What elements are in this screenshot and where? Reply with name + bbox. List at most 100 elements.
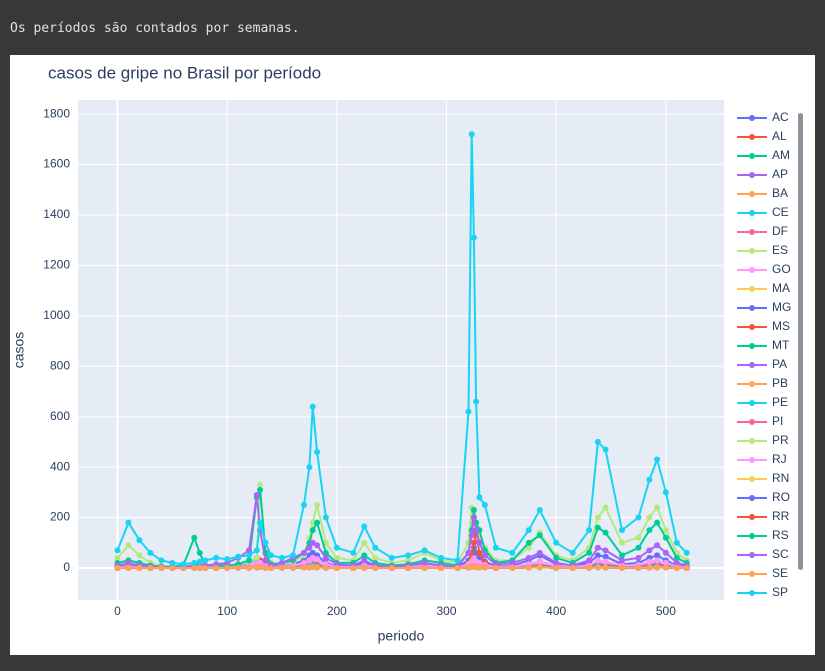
legend-label: PB bbox=[772, 376, 788, 390]
data-point bbox=[476, 549, 483, 556]
legend-item[interactable]: RR bbox=[737, 509, 790, 523]
legend-item[interactable]: PR bbox=[737, 433, 789, 447]
legend-swatch-marker bbox=[749, 438, 755, 444]
data-point bbox=[602, 564, 609, 571]
legend-item[interactable]: CE bbox=[737, 205, 789, 219]
data-point bbox=[553, 559, 560, 566]
data-point bbox=[468, 532, 475, 539]
legend-item[interactable]: MT bbox=[737, 338, 790, 352]
legend-item[interactable]: MS bbox=[737, 319, 790, 333]
data-point bbox=[673, 559, 680, 566]
legend-item[interactable]: DF bbox=[737, 224, 788, 238]
data-point bbox=[246, 557, 253, 564]
x-tick-label: 300 bbox=[437, 604, 457, 618]
data-point bbox=[646, 547, 653, 554]
data-point bbox=[309, 527, 316, 534]
data-point bbox=[465, 549, 472, 556]
data-point bbox=[509, 564, 516, 571]
data-point bbox=[114, 564, 121, 571]
data-point bbox=[253, 554, 260, 561]
legend-scrollbar[interactable] bbox=[798, 113, 803, 570]
legend-item[interactable]: RJ bbox=[737, 452, 787, 466]
data-point bbox=[646, 564, 653, 571]
legend-item[interactable]: RN bbox=[737, 471, 789, 485]
y-tick-label: 1400 bbox=[43, 207, 70, 221]
legend-swatch-marker bbox=[749, 115, 755, 121]
legend-item[interactable]: MA bbox=[737, 281, 790, 295]
data-point bbox=[309, 539, 316, 546]
data-point bbox=[257, 481, 264, 488]
legend-swatch-marker bbox=[749, 305, 755, 311]
data-point bbox=[635, 514, 642, 521]
data-point bbox=[279, 554, 285, 561]
legend-item[interactable]: MG bbox=[737, 300, 791, 314]
legend-item[interactable]: SP bbox=[737, 585, 788, 599]
legend-swatch-marker bbox=[749, 362, 755, 368]
legend-swatch-marker bbox=[749, 191, 755, 197]
data-point bbox=[476, 564, 483, 571]
legend-swatch-marker bbox=[749, 248, 755, 254]
data-point bbox=[196, 549, 203, 556]
data-point bbox=[654, 542, 661, 549]
data-point bbox=[314, 519, 321, 526]
x-tick-label: 200 bbox=[327, 604, 347, 618]
plot-area bbox=[78, 100, 724, 600]
legend-item[interactable]: PA bbox=[737, 357, 787, 371]
data-point bbox=[262, 564, 269, 571]
data-point bbox=[673, 539, 680, 546]
legend-item[interactable]: GO bbox=[737, 262, 791, 276]
data-point bbox=[569, 564, 576, 571]
legend-item[interactable]: AP bbox=[737, 167, 788, 181]
legend-item[interactable]: AM bbox=[737, 148, 790, 162]
data-point bbox=[169, 559, 176, 566]
legend-item[interactable]: BA bbox=[737, 186, 788, 200]
data-point bbox=[473, 527, 480, 534]
data-point bbox=[492, 544, 499, 551]
x-axis-title: periodo bbox=[378, 628, 425, 644]
legend-item[interactable]: PI bbox=[737, 414, 783, 428]
data-point bbox=[224, 564, 231, 571]
x-tick-label: 100 bbox=[217, 604, 237, 618]
data-point bbox=[525, 527, 532, 534]
data-point bbox=[594, 552, 601, 559]
legend-swatch-marker bbox=[749, 552, 755, 558]
data-point bbox=[147, 549, 154, 556]
legend-item[interactable]: SC bbox=[737, 547, 789, 561]
legend-item[interactable]: RS bbox=[737, 528, 789, 542]
data-point bbox=[525, 564, 532, 571]
data-point bbox=[525, 544, 532, 551]
legend-item[interactable]: PE bbox=[737, 395, 788, 409]
data-point bbox=[586, 549, 593, 556]
data-point bbox=[594, 564, 601, 571]
legend-item[interactable]: PB bbox=[737, 376, 788, 390]
legend-label: CE bbox=[772, 205, 789, 219]
data-point bbox=[405, 552, 412, 559]
data-point bbox=[662, 549, 669, 556]
data-point bbox=[405, 564, 412, 571]
data-point bbox=[468, 131, 475, 138]
data-point bbox=[169, 564, 176, 571]
data-point bbox=[683, 564, 690, 571]
data-point bbox=[213, 554, 220, 561]
data-point bbox=[594, 544, 601, 551]
legend-item[interactable]: SE bbox=[737, 566, 788, 580]
legend-item[interactable]: RO bbox=[737, 490, 790, 504]
data-point bbox=[525, 554, 532, 561]
data-point bbox=[536, 564, 543, 571]
data-point bbox=[257, 519, 264, 526]
data-point bbox=[279, 564, 285, 571]
data-point bbox=[594, 514, 601, 521]
data-point bbox=[388, 564, 395, 571]
y-tick-label: 0 bbox=[63, 560, 70, 574]
legend-label: DF bbox=[772, 224, 788, 238]
data-point bbox=[553, 564, 560, 571]
legend-swatch-marker bbox=[749, 267, 755, 273]
legend-item[interactable]: AL bbox=[737, 129, 787, 143]
legend-item[interactable]: ES bbox=[737, 243, 788, 257]
data-point bbox=[235, 553, 242, 560]
data-point bbox=[300, 559, 307, 566]
legend-item[interactable]: AC bbox=[737, 110, 789, 124]
data-point bbox=[158, 564, 165, 571]
legend-swatch-marker bbox=[749, 153, 755, 159]
